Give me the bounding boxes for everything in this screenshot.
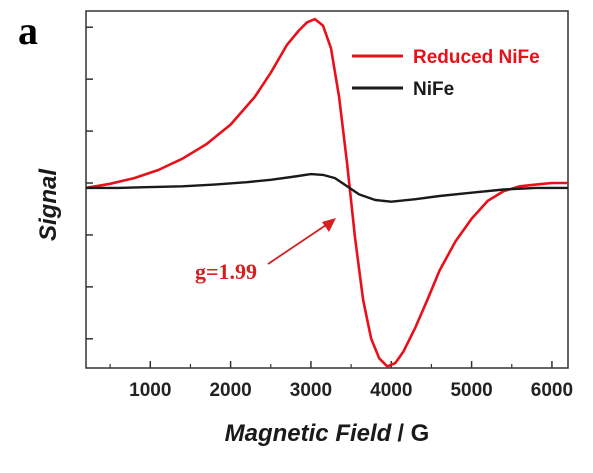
x-axis-unit: / G — [397, 420, 429, 447]
series-reduced-nife — [85, 17, 568, 368]
legend: Reduced NiFe NiFe — [352, 47, 540, 100]
x-axis-ticks — [109, 361, 553, 368]
x-tick-label: 2000 — [209, 380, 251, 401]
plot-frame — [85, 10, 569, 369]
x-tick-label: 4000 — [370, 380, 412, 401]
legend-label-nife: NiFe — [413, 79, 454, 100]
series-nife — [86, 172, 568, 203]
legend-label-reduced-nife: Reduced NiFe — [413, 47, 540, 68]
x-axis-title: Magnetic Field / G — [225, 420, 430, 447]
x-tick-label: 6000 — [531, 380, 573, 401]
panel-label: a — [18, 8, 38, 53]
x-axis-label: Magnetic Field — [225, 420, 393, 447]
annotation-arrowhead — [322, 218, 336, 232]
annotation-label: g=1.99 — [195, 259, 257, 284]
y-axis-title: Signal — [35, 168, 62, 241]
g-value-annotation: g=1.99 — [195, 218, 336, 284]
x-tick-label: 3000 — [290, 380, 332, 401]
series-layer — [85, 17, 568, 368]
annotation-arrow-line — [267, 220, 333, 265]
x-tick-label: 1000 — [129, 380, 171, 401]
y-axis-ticks — [86, 26, 93, 340]
x-tick-label: 5000 — [450, 380, 492, 401]
x-axis-tick-labels: 1000 2000 3000 4000 5000 6000 — [129, 380, 573, 401]
